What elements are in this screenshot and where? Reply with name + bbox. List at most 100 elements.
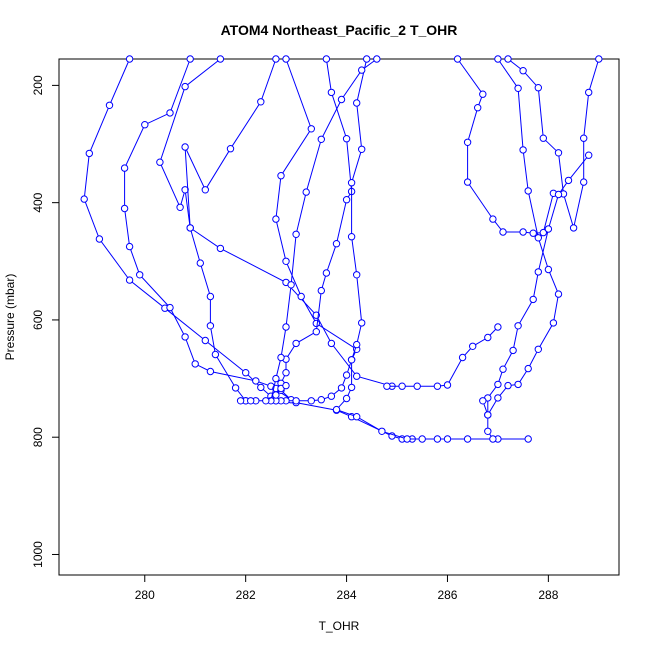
series-6: [272, 55, 371, 405]
data-point: [176, 203, 184, 212]
data-point: [201, 186, 210, 194]
data-point: [519, 67, 527, 75]
plot-frame: [58, 58, 620, 576]
data-point: [287, 281, 295, 289]
series-line: [274, 58, 353, 401]
data-point: [347, 179, 356, 187]
data-point: [569, 224, 578, 232]
data-point: [322, 269, 331, 277]
data-point: [347, 233, 356, 241]
data-point: [105, 101, 114, 110]
data-point: [181, 82, 189, 91]
data-point: [353, 99, 361, 107]
data-point: [272, 55, 280, 63]
series-line: [83, 58, 277, 402]
data-point: [206, 292, 215, 301]
data-point: [282, 369, 290, 377]
series-line: [482, 58, 560, 417]
data-point: [337, 384, 346, 392]
data-point: [398, 382, 406, 390]
data-point: [443, 381, 452, 389]
data-point: [484, 427, 492, 435]
data-point: [358, 145, 366, 154]
data-point: [534, 268, 542, 276]
data-point: [80, 195, 88, 203]
data-point: [156, 158, 164, 166]
data-point: [282, 323, 290, 331]
data-point: [181, 143, 189, 151]
series-11: [504, 55, 603, 232]
data-point: [85, 149, 94, 158]
data-point: [252, 377, 260, 385]
data-point: [474, 104, 482, 112]
data-point: [191, 360, 199, 368]
data-point: [125, 55, 134, 63]
y-tick-label: 1000: [31, 541, 45, 568]
data-point: [514, 84, 522, 93]
y-axis: 200 400 600 800 1000: [31, 75, 59, 568]
data-point: [120, 164, 129, 172]
data-point: [282, 55, 290, 63]
data-point: [342, 196, 351, 204]
data-point: [327, 88, 336, 97]
data-point: [242, 369, 250, 377]
y-axis-label: Pressure (mbar): [3, 274, 17, 361]
data-point: [186, 224, 194, 232]
data-point: [494, 380, 502, 389]
data-point: [413, 382, 421, 390]
y-tick-label: 400: [31, 192, 45, 212]
data-point: [307, 125, 315, 133]
series-0: [80, 55, 280, 405]
data-point: [277, 353, 285, 362]
series-5: [272, 55, 356, 404]
data-point: [494, 323, 502, 331]
data-point: [458, 353, 467, 362]
data-point: [317, 135, 325, 144]
data-point: [595, 55, 603, 63]
data-point: [342, 135, 351, 143]
data-point: [332, 240, 341, 248]
data-point: [524, 435, 532, 443]
data-point: [292, 339, 300, 348]
series-2: [156, 55, 250, 405]
data-point: [418, 435, 426, 443]
data-point: [514, 322, 522, 330]
data-point: [378, 427, 386, 435]
series-line: [270, 58, 378, 401]
data-point: [247, 397, 255, 405]
data-point: [272, 374, 280, 383]
data-point: [373, 55, 381, 63]
data-point: [216, 244, 225, 253]
data-point: [433, 435, 442, 443]
data-point: [443, 435, 452, 443]
data-point: [125, 276, 134, 284]
data-point: [484, 333, 492, 342]
data-point: [484, 411, 492, 419]
data-point: [529, 229, 537, 237]
data-point: [514, 380, 522, 389]
data-point: [141, 121, 149, 129]
series-line: [184, 58, 393, 387]
data-point: [206, 367, 215, 376]
data-point: [257, 98, 265, 106]
data-point: [332, 405, 341, 414]
data-point: [353, 372, 361, 380]
data-point: [529, 295, 537, 304]
data-point: [489, 215, 497, 223]
series-line: [124, 58, 413, 440]
data-point: [519, 146, 527, 154]
x-tick-label: 284: [337, 588, 357, 602]
data-point: [504, 381, 512, 390]
series-line: [159, 58, 247, 402]
data-point: [463, 138, 472, 147]
series-line: [275, 58, 529, 440]
data-point: [120, 204, 129, 213]
data-point: [469, 342, 477, 350]
data-point: [539, 228, 547, 237]
data-point: [509, 346, 517, 355]
data-point: [166, 109, 174, 117]
series-7: [267, 55, 381, 405]
data-point: [580, 134, 588, 142]
y-tick-label: 800: [31, 427, 45, 447]
